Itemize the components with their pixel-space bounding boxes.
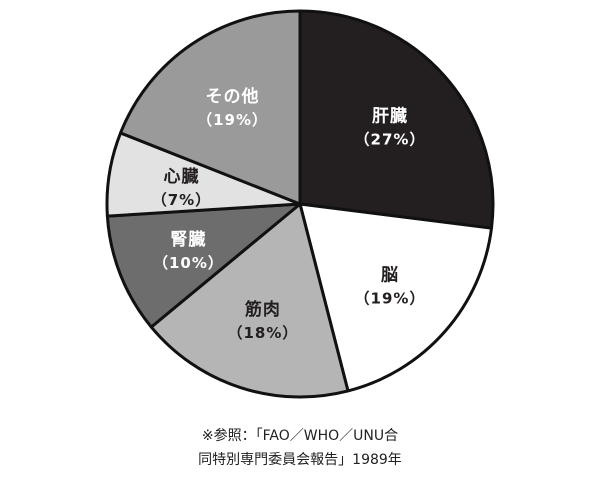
slice-label-2: 筋肉	[244, 299, 281, 320]
slice-percent-0: （27%）	[355, 131, 426, 149]
pie-labels: 肝臓 （27%） 脳 （19%） 筋肉 （18%） 腎臓 （10%） 心臓 （7%） その他 （19%…	[152, 86, 426, 342]
slice-percent-5: （19%）	[197, 111, 268, 129]
pie-slices	[105, 9, 495, 399]
source-note: ※参照：「FAO／WHO／UNU合 同特別専門委員会報告」1989年	[0, 424, 600, 472]
slice-label-0: 肝臓	[372, 107, 408, 127]
pie-slice-2	[149, 202, 350, 399]
slice-percent-4: （7%）	[152, 191, 211, 209]
source-line-1: ※参照：「FAO／WHO／UNU合	[201, 428, 399, 444]
pie-slice-0	[298, 9, 495, 230]
slice-percent-2: （18%）	[227, 324, 298, 342]
slice-label-1: 脳	[381, 265, 399, 285]
slice-percent-1: （19%）	[355, 289, 426, 307]
slice-label-3: 腎臓	[170, 230, 206, 250]
slice-label-4: 心臓	[163, 167, 199, 187]
pie-slice-5	[119, 9, 302, 206]
slice-percent-3: （10%）	[153, 254, 224, 272]
pie-slice-3	[105, 202, 302, 329]
source-line-2: 同特別専門委員会報告」1989年	[198, 452, 402, 468]
pie-slice-1	[298, 202, 493, 393]
pie-chart: 肝臓 （27%） 脳 （19%） 筋肉 （18%） 腎臓 （10%） 心臓 （7%） その他 （19%…	[105, 9, 495, 399]
slice-label-5: その他	[206, 86, 260, 107]
